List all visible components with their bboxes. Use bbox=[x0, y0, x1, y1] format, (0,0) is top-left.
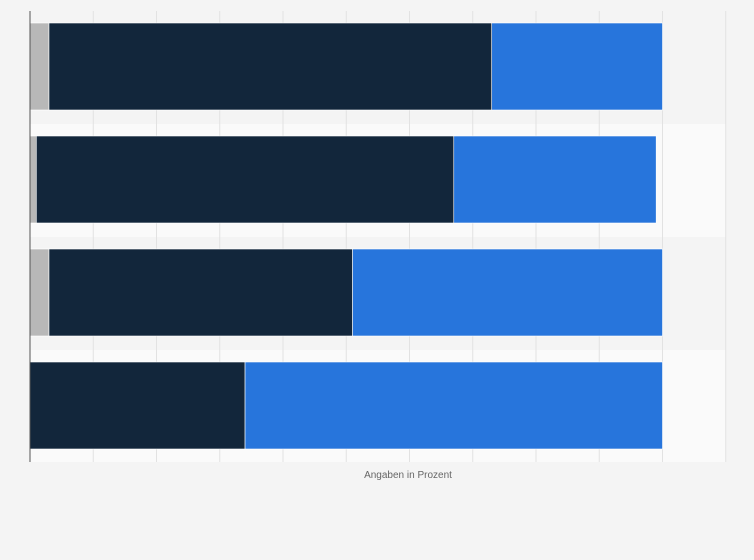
bar-segment bbox=[29, 361, 246, 450]
bar-segment bbox=[48, 248, 353, 337]
bar-segment bbox=[36, 135, 455, 224]
bars bbox=[29, 22, 663, 450]
bar-segment bbox=[29, 248, 50, 337]
bar-segment bbox=[48, 22, 493, 111]
bar-segment bbox=[453, 135, 657, 224]
x-axis-label: Angaben in Prozent bbox=[364, 470, 452, 481]
bar-segment bbox=[244, 361, 663, 450]
bar-segment bbox=[29, 22, 50, 111]
bar-segment bbox=[491, 22, 663, 111]
bar-segment bbox=[352, 248, 663, 337]
bar-segment bbox=[29, 135, 37, 224]
